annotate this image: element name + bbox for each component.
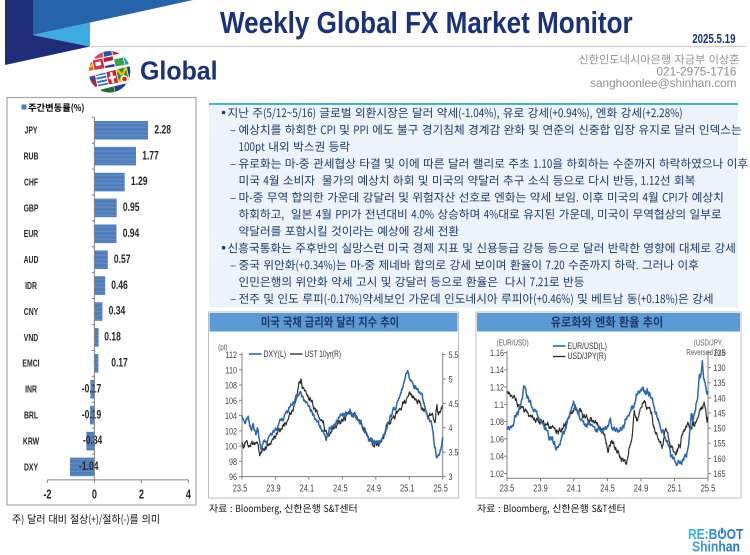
svg-text:3.5: 3.5 bbox=[449, 447, 459, 458]
svg-text:1.16: 1.16 bbox=[490, 347, 504, 358]
svg-text:108: 108 bbox=[225, 379, 237, 390]
svg-text:sanghoonlee@shinhan.com: sanghoonlee@shinhan.com bbox=[590, 76, 737, 90]
svg-text:KRW: KRW bbox=[23, 435, 40, 447]
svg-text:5.5: 5.5 bbox=[449, 349, 459, 360]
svg-text:1.06: 1.06 bbox=[490, 433, 504, 444]
svg-text:(EUR/USD): (EUR/USD) bbox=[497, 340, 529, 348]
svg-text:155: 155 bbox=[714, 438, 726, 449]
svg-text:2.28: 2.28 bbox=[154, 123, 171, 137]
svg-text:23.5: 23.5 bbox=[500, 482, 514, 493]
svg-text:0: 0 bbox=[92, 488, 97, 502]
svg-text:Reversed Axis: Reversed Axis bbox=[686, 349, 726, 357]
svg-text:25.5: 25.5 bbox=[433, 482, 447, 493]
svg-text:CNY: CNY bbox=[24, 305, 39, 317]
svg-text:24.9: 24.9 bbox=[367, 482, 381, 493]
svg-text:96: 96 bbox=[229, 471, 237, 482]
svg-text:-0.34: -0.34 bbox=[83, 434, 103, 448]
svg-text:0.95: 0.95 bbox=[123, 201, 140, 215]
svg-text:021-2975-1716: 021-2975-1716 bbox=[656, 65, 736, 79]
svg-text:RE:BOOT: RE:BOOT bbox=[688, 526, 744, 543]
svg-text:EMCI: EMCI bbox=[22, 357, 39, 369]
svg-text:USD/JPY(R): USD/JPY(R) bbox=[568, 351, 607, 361]
svg-text:140: 140 bbox=[714, 392, 726, 403]
svg-text:0.17: 0.17 bbox=[111, 356, 128, 370]
svg-text:23.9: 23.9 bbox=[266, 482, 280, 493]
svg-text:VND: VND bbox=[24, 331, 38, 343]
svg-text:4.5: 4.5 bbox=[449, 398, 459, 409]
svg-text:102: 102 bbox=[225, 425, 237, 436]
svg-text:Shinhan: Shinhan bbox=[692, 539, 740, 555]
svg-text:1.1: 1.1 bbox=[494, 399, 504, 410]
svg-text:-1.04: -1.04 bbox=[79, 460, 99, 474]
svg-text:1.12: 1.12 bbox=[490, 381, 504, 392]
svg-text:EUR/USD(L): EUR/USD(L) bbox=[568, 341, 608, 351]
svg-text:150: 150 bbox=[714, 422, 726, 433]
svg-text:24.1: 24.1 bbox=[567, 482, 581, 493]
svg-text:RUB: RUB bbox=[24, 150, 39, 162]
svg-text:-0.19: -0.19 bbox=[82, 408, 102, 422]
svg-text:23.5: 23.5 bbox=[233, 482, 247, 493]
svg-text:0.18: 0.18 bbox=[104, 330, 121, 344]
svg-text:1.04: 1.04 bbox=[490, 451, 504, 462]
svg-text:4: 4 bbox=[186, 488, 192, 502]
svg-text:Global: Global bbox=[140, 57, 218, 86]
svg-text:1.02: 1.02 bbox=[490, 468, 504, 479]
svg-text:DXY(L): DXY(L) bbox=[264, 349, 287, 359]
svg-text:25.1: 25.1 bbox=[667, 482, 681, 493]
svg-text:3: 3 bbox=[449, 471, 453, 482]
svg-text:104: 104 bbox=[225, 410, 237, 421]
svg-text:145: 145 bbox=[714, 407, 726, 418]
svg-text:BRL: BRL bbox=[24, 409, 39, 421]
svg-text:112: 112 bbox=[226, 349, 238, 360]
svg-text:0.94: 0.94 bbox=[123, 227, 140, 241]
svg-text:165: 165 bbox=[714, 468, 726, 479]
svg-text:1.08: 1.08 bbox=[490, 416, 504, 427]
svg-text:98: 98 bbox=[229, 456, 237, 467]
svg-text:160: 160 bbox=[714, 453, 726, 464]
svg-text:0.46: 0.46 bbox=[111, 278, 128, 292]
svg-text:4: 4 bbox=[449, 422, 453, 433]
svg-text:-0.17: -0.17 bbox=[82, 382, 102, 396]
svg-text:GBP: GBP bbox=[24, 202, 39, 214]
svg-text:24.5: 24.5 bbox=[600, 482, 614, 493]
svg-text:(pt): (pt) bbox=[218, 344, 227, 352]
svg-text:DXY: DXY bbox=[24, 461, 38, 473]
svg-text:125: 125 bbox=[714, 347, 726, 358]
svg-text:Weekly Global FX Market Monito: Weekly Global FX Market Monitor bbox=[220, 6, 633, 41]
svg-text:5: 5 bbox=[449, 373, 453, 384]
svg-text:25.1: 25.1 bbox=[400, 482, 414, 493]
svg-text:UST 10yr(R): UST 10yr(R) bbox=[305, 349, 342, 359]
svg-text:24.1: 24.1 bbox=[300, 482, 314, 493]
svg-text:130: 130 bbox=[714, 362, 726, 373]
svg-text:CHF: CHF bbox=[24, 176, 39, 188]
svg-text:110: 110 bbox=[226, 364, 238, 375]
svg-text:1.77: 1.77 bbox=[142, 149, 159, 163]
svg-text:2: 2 bbox=[139, 488, 144, 502]
svg-text:135: 135 bbox=[714, 377, 726, 388]
svg-text:INR: INR bbox=[25, 383, 37, 395]
svg-text:2025.5.19: 2025.5.19 bbox=[692, 33, 735, 46]
svg-text:24.9: 24.9 bbox=[634, 482, 648, 493]
svg-text:1.14: 1.14 bbox=[490, 364, 504, 375]
svg-text:AUD: AUD bbox=[24, 254, 39, 266]
svg-text:(USD/JPY,: (USD/JPY, bbox=[694, 340, 723, 348]
svg-text:24.5: 24.5 bbox=[333, 482, 347, 493]
svg-text:-2: -2 bbox=[43, 488, 51, 502]
svg-text:0.57: 0.57 bbox=[114, 252, 131, 266]
svg-text:1.29: 1.29 bbox=[131, 175, 148, 189]
svg-text:106: 106 bbox=[225, 395, 237, 406]
svg-text:25.5: 25.5 bbox=[701, 482, 715, 493]
svg-text:100: 100 bbox=[225, 440, 237, 451]
svg-text:23.9: 23.9 bbox=[533, 482, 547, 493]
svg-text:EUR: EUR bbox=[24, 228, 39, 240]
svg-text:JPY: JPY bbox=[25, 124, 38, 136]
svg-text:0.34: 0.34 bbox=[109, 304, 126, 318]
svg-text:IDR: IDR bbox=[25, 280, 37, 292]
